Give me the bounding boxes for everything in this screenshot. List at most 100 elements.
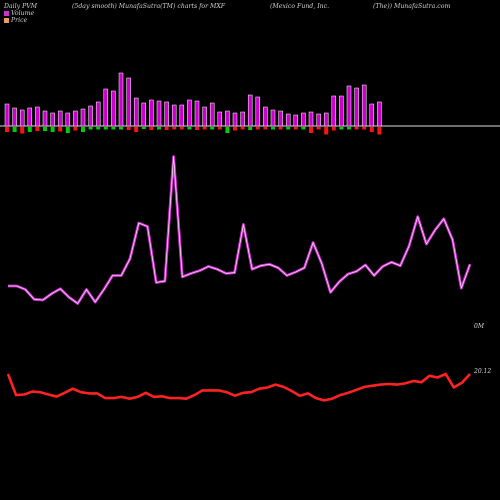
volume-up-tick xyxy=(141,127,146,129)
volume-up-tick xyxy=(12,127,17,132)
volume-up-tick xyxy=(111,127,116,130)
volume-up-tick xyxy=(96,127,101,130)
volume-down-tick xyxy=(309,127,313,133)
volume-bar xyxy=(361,84,367,127)
volume-up-tick xyxy=(43,127,47,131)
price-end-label: 20.12 xyxy=(474,368,492,375)
volume-up-tick xyxy=(27,127,32,132)
volume-bar xyxy=(103,88,109,127)
volume-bar xyxy=(293,114,299,127)
volume-up-tick xyxy=(225,127,230,133)
volume-down-tick xyxy=(20,127,25,134)
legend-price-swatch xyxy=(4,18,9,23)
volume-up-tick xyxy=(271,127,275,130)
volume-bar xyxy=(217,111,223,127)
volume-bar xyxy=(225,110,230,127)
volume-up-tick xyxy=(339,127,344,130)
volume-bar xyxy=(57,110,63,127)
volume-up-tick xyxy=(347,127,351,130)
volume-bar xyxy=(50,112,55,127)
volume-down-tick xyxy=(362,127,367,130)
chart-header-title: (5day smooth) MunafaSutra(TM) charts for… xyxy=(72,3,226,10)
volume-down-tick xyxy=(164,127,169,130)
volume-up-tick xyxy=(187,127,192,130)
volume-bar xyxy=(377,101,382,127)
volume-bar xyxy=(149,99,154,127)
volume-down-tick xyxy=(278,127,283,130)
legend-volume-label: Volume xyxy=(11,10,35,17)
volume-down-tick xyxy=(324,127,329,135)
volume-down-tick xyxy=(293,127,298,130)
volume-bar xyxy=(247,94,253,127)
volume-bar xyxy=(316,113,321,127)
volume-up-tick xyxy=(50,127,55,132)
volume-down-tick xyxy=(202,127,207,130)
volume-bar xyxy=(95,101,101,127)
volume-up-tick xyxy=(88,127,93,130)
volume-up-tick xyxy=(65,127,70,133)
legend-volume-swatch xyxy=(4,11,9,16)
volume-down-tick xyxy=(195,127,199,130)
volume-down-tick xyxy=(149,127,154,130)
volume-down-tick xyxy=(316,127,321,130)
volume-down-tick xyxy=(369,127,374,132)
volume-bar xyxy=(27,107,33,127)
volume-bar xyxy=(346,85,352,127)
volume-down-tick xyxy=(233,127,237,131)
volume-bars xyxy=(4,72,382,127)
volume-bar xyxy=(354,87,359,127)
volume-up-tick xyxy=(81,127,85,132)
volume-up-tick xyxy=(286,127,291,130)
volume-down-tick xyxy=(5,127,9,132)
legend-price: Price xyxy=(4,17,27,24)
volume-bar xyxy=(179,104,185,127)
volume-down-tick xyxy=(377,127,382,135)
volume-bar xyxy=(65,112,71,127)
volume-up-tick xyxy=(119,127,123,130)
volume-bar xyxy=(42,110,48,127)
volume-down-tick xyxy=(179,127,184,130)
volume-down-tick xyxy=(217,127,222,130)
volume-up-tick xyxy=(248,127,253,130)
volume-down-tick xyxy=(255,127,260,130)
volume-bar xyxy=(19,109,25,127)
volume-bar xyxy=(209,102,215,127)
volume-bar xyxy=(88,105,93,127)
volume-down-tick xyxy=(35,127,40,131)
legend-price-label: Price xyxy=(11,17,28,24)
volume-bar xyxy=(308,111,314,127)
volume-bar xyxy=(73,110,78,127)
volume-bar xyxy=(278,110,283,127)
volume-up-tick xyxy=(301,127,306,130)
volume-bar xyxy=(118,72,124,127)
volume-bar xyxy=(285,113,291,127)
volume-down-tick xyxy=(354,127,359,130)
volume-bar xyxy=(164,101,169,127)
volume-line-core xyxy=(8,156,471,304)
volume-ticks xyxy=(5,127,382,135)
volume-down-tick xyxy=(172,127,177,130)
volume-down-tick xyxy=(73,127,78,131)
chart-header-left: Daily PVM xyxy=(4,3,38,10)
chart-header-company: (Mexico Fund, Inc. xyxy=(270,3,330,10)
volume-bar xyxy=(270,109,276,127)
volume-end-label: 0M xyxy=(474,323,484,330)
volume-bar xyxy=(80,108,86,127)
volume-bar xyxy=(156,100,162,127)
volume-bar xyxy=(323,112,329,127)
volume-down-tick xyxy=(126,127,131,130)
volume-bar xyxy=(126,77,131,127)
volume-down-tick xyxy=(240,127,245,130)
volume-bar xyxy=(369,103,375,127)
volume-bar xyxy=(133,97,139,127)
volume-bar xyxy=(263,106,268,127)
volume-up-tick xyxy=(157,127,161,130)
volume-bar xyxy=(12,107,17,127)
chart-header-right: (The)) MunafaSutra.com xyxy=(373,3,451,10)
volume-bar xyxy=(35,106,40,127)
legend-volume: Volume xyxy=(4,10,34,17)
volume-bar xyxy=(111,90,116,127)
volume-bar xyxy=(301,112,306,127)
volume-down-tick xyxy=(331,127,336,131)
